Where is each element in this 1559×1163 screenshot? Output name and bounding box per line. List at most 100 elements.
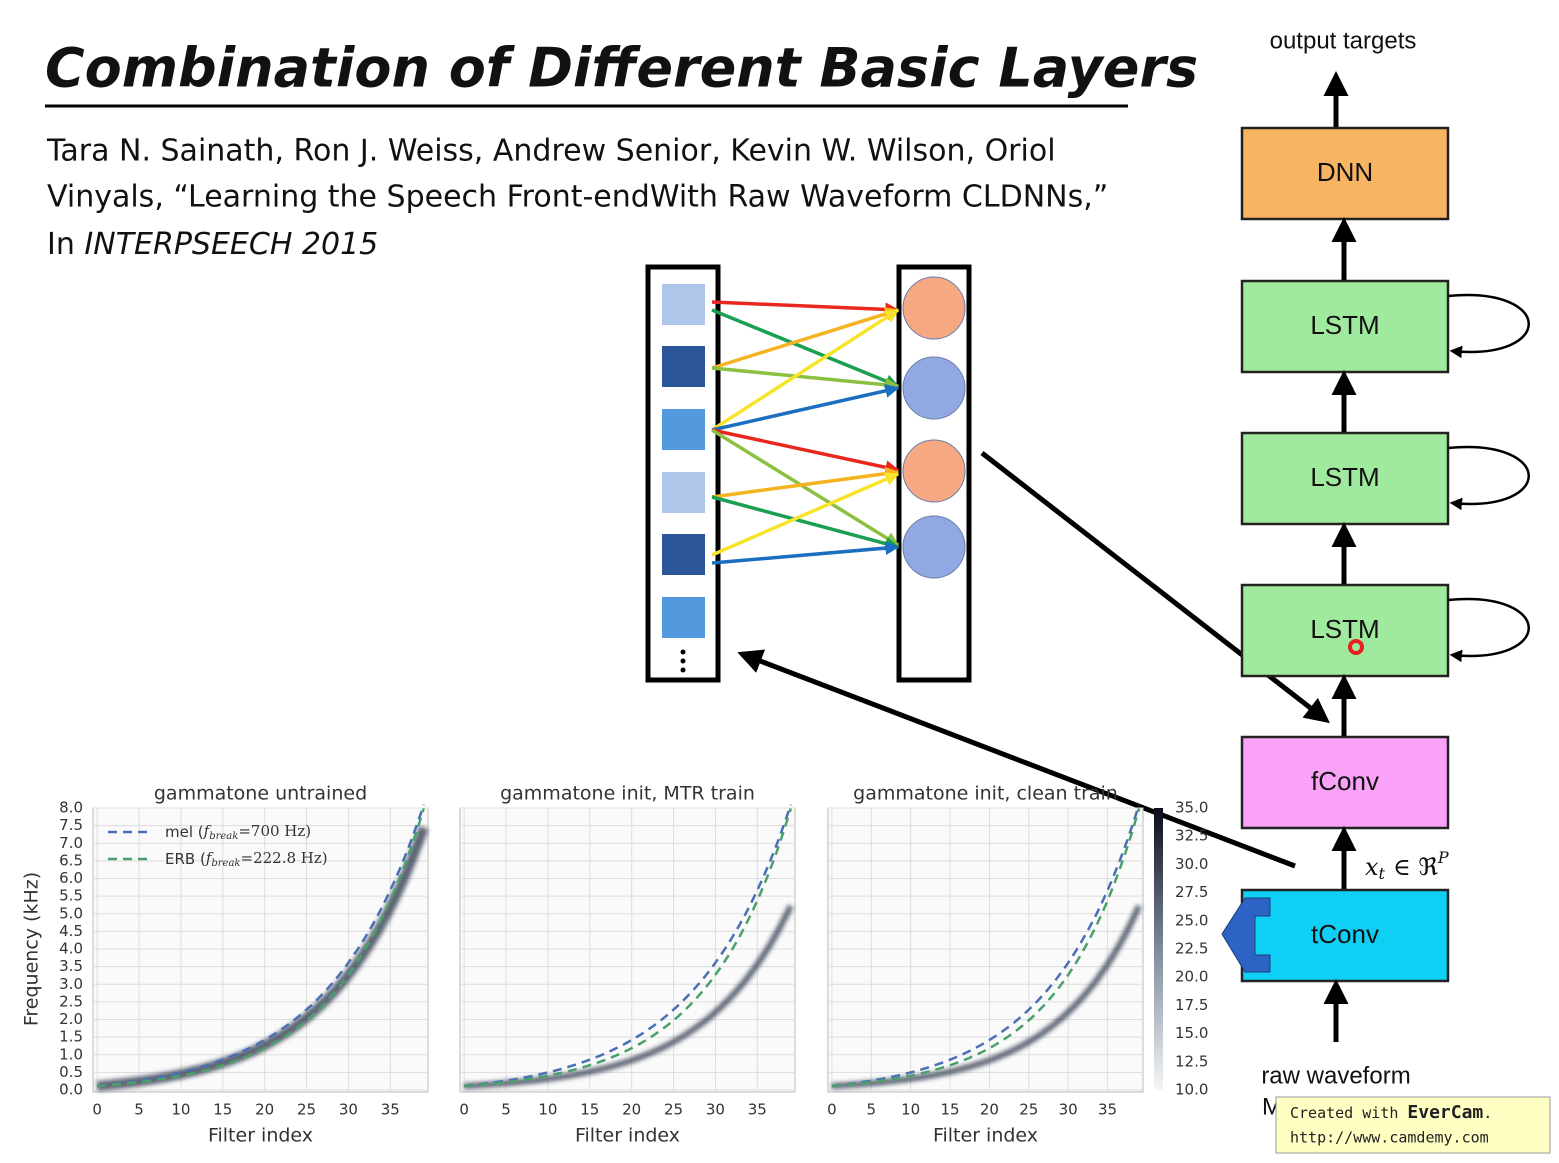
layer-box bbox=[1240, 126, 1450, 221]
plot-area bbox=[827, 807, 1144, 1093]
colorbar bbox=[1154, 808, 1163, 1090]
layer-box bbox=[1240, 888, 1450, 983]
layer-box bbox=[1240, 735, 1450, 830]
x-tick-label: 15 bbox=[213, 1101, 232, 1119]
filter-response bbox=[464, 904, 794, 1089]
filter-response bbox=[831, 904, 1142, 1089]
x-tick-label: 20 bbox=[255, 1101, 274, 1119]
recurrent-loop bbox=[1447, 293, 1530, 359]
legend-entry: mel (fbreak=700 Hz) bbox=[165, 822, 311, 842]
filter-plots: 8.07.57.06.56.05.55.04.54.03.53.02.52.01… bbox=[21, 783, 1209, 1147]
plot: 0 5 10 15 20 25 30 35 gammatone init, clean trai… bbox=[827, 783, 1144, 1147]
erb-curve bbox=[831, 808, 1141, 1088]
layer-label: LSTM bbox=[1310, 462, 1379, 492]
x-axis-label: Filter index bbox=[208, 1125, 313, 1147]
connection bbox=[711, 383, 900, 432]
layer-label: tConv bbox=[1311, 919, 1379, 949]
colorbar-tick-label: 17.5 bbox=[1175, 996, 1208, 1014]
y-tick-label: 3.5 bbox=[59, 957, 83, 975]
y-tick-label: 6.0 bbox=[59, 869, 83, 887]
unit bbox=[662, 284, 705, 325]
recurrent-loop bbox=[1447, 445, 1530, 511]
x-tick-label: 20 bbox=[980, 1101, 999, 1119]
x-tick-label: 0 bbox=[827, 1101, 837, 1119]
recurrent-loop bbox=[1447, 597, 1530, 663]
unit bbox=[902, 515, 966, 579]
colorbar-tick-label: 10.0 bbox=[1175, 1081, 1208, 1099]
slide-title: Combination of Different Basic Layers bbox=[45, 37, 1198, 100]
connection bbox=[711, 307, 900, 370]
x-tick-label: 10 bbox=[901, 1101, 920, 1119]
colorbar-tick-label: 25.0 bbox=[1175, 911, 1208, 929]
x-tick-label: 25 bbox=[1019, 1101, 1038, 1119]
connection bbox=[711, 308, 900, 388]
x-tick-label: 35 bbox=[381, 1101, 400, 1119]
x-tick-label: 20 bbox=[622, 1101, 641, 1119]
y-tick-label: 3.0 bbox=[59, 975, 83, 993]
colorbar-tick-label: 35.0 bbox=[1175, 799, 1208, 817]
connection bbox=[711, 495, 900, 551]
unit bbox=[662, 346, 705, 387]
legend-sub: break bbox=[209, 831, 238, 842]
plot-title: gammatone init, clean train bbox=[853, 783, 1118, 805]
y-tick-label: 0.0 bbox=[59, 1081, 83, 1099]
legend-var: f bbox=[203, 822, 212, 840]
y-tick-label: 1.5 bbox=[59, 1028, 83, 1046]
mel-curve bbox=[464, 804, 792, 1088]
legend-sub: break bbox=[211, 858, 240, 869]
math-sub: t bbox=[1379, 864, 1386, 883]
x-tick-label: 35 bbox=[748, 1101, 767, 1119]
erb-curve bbox=[464, 808, 792, 1088]
plot-area bbox=[459, 807, 796, 1093]
citation-venue: INTERPSEECH 2015 bbox=[84, 227, 378, 262]
unit bbox=[902, 439, 966, 503]
legend-name: mel ( bbox=[165, 823, 204, 841]
y-tick-label: 2.0 bbox=[59, 1010, 83, 1028]
connection bbox=[711, 541, 900, 565]
input-math: xt ∈ ℜP bbox=[1365, 848, 1449, 883]
legend-name: ERB ( bbox=[165, 850, 206, 868]
x-axis-label: Filter index bbox=[575, 1125, 680, 1147]
unit bbox=[902, 276, 966, 340]
input-chevron bbox=[1221, 897, 1271, 973]
watermark-brand: EverCam bbox=[1407, 1102, 1483, 1123]
colorbar-tick-label: 15.0 bbox=[1175, 1024, 1208, 1042]
layer-label: DNN bbox=[1317, 157, 1373, 187]
watermark-suffix: . bbox=[1483, 1104, 1492, 1122]
watermark-box bbox=[1275, 1096, 1551, 1154]
x-tick-label: 15 bbox=[580, 1101, 599, 1119]
input-units bbox=[662, 284, 705, 673]
math-sup: P bbox=[1437, 848, 1449, 867]
connection bbox=[711, 428, 900, 475]
mel-curve bbox=[97, 804, 425, 1088]
math-rel: ∈ ℜ bbox=[1393, 853, 1438, 881]
y-tick-label: 4.5 bbox=[59, 922, 83, 940]
stack-top-label: output targets bbox=[1270, 27, 1417, 54]
x-tick-label: 10 bbox=[538, 1101, 557, 1119]
zoom-arrow bbox=[737, 649, 1296, 869]
colorbar-tick-label: 27.5 bbox=[1175, 883, 1208, 901]
x-tick-label: 0 bbox=[92, 1101, 102, 1119]
x-tick-label: 10 bbox=[171, 1101, 190, 1119]
layer-box bbox=[1240, 583, 1450, 678]
layer-stack: output targets DNN LSTM LSTM LSTM fConv tConv x… bbox=[1221, 27, 1530, 1120]
x-tick-label: 0 bbox=[459, 1101, 469, 1119]
unit bbox=[662, 472, 705, 513]
colorbar-tick-label: 12.5 bbox=[1175, 1052, 1208, 1070]
x-tick-label: 30 bbox=[706, 1101, 725, 1119]
x-tick-label: 30 bbox=[339, 1101, 358, 1119]
y-tick-label: 6.5 bbox=[59, 851, 83, 869]
layer-label: LSTM bbox=[1310, 310, 1379, 340]
watermark-url: http://www.camdemy.com bbox=[1290, 1129, 1489, 1147]
x-tick-label: 5 bbox=[134, 1101, 144, 1119]
layer-box bbox=[1240, 431, 1450, 526]
colorbar-tick-label: 22.5 bbox=[1175, 940, 1208, 958]
output-units bbox=[902, 276, 966, 579]
filter-response bbox=[96, 825, 429, 1091]
x-tick-label: 15 bbox=[941, 1101, 960, 1119]
connections bbox=[711, 300, 900, 565]
plot: 8.07.57.06.56.05.55.04.54.03.53.02.52.01… bbox=[59, 783, 429, 1147]
legend-rest: =700 Hz) bbox=[238, 822, 311, 840]
x-tick-label: 5 bbox=[867, 1101, 877, 1119]
